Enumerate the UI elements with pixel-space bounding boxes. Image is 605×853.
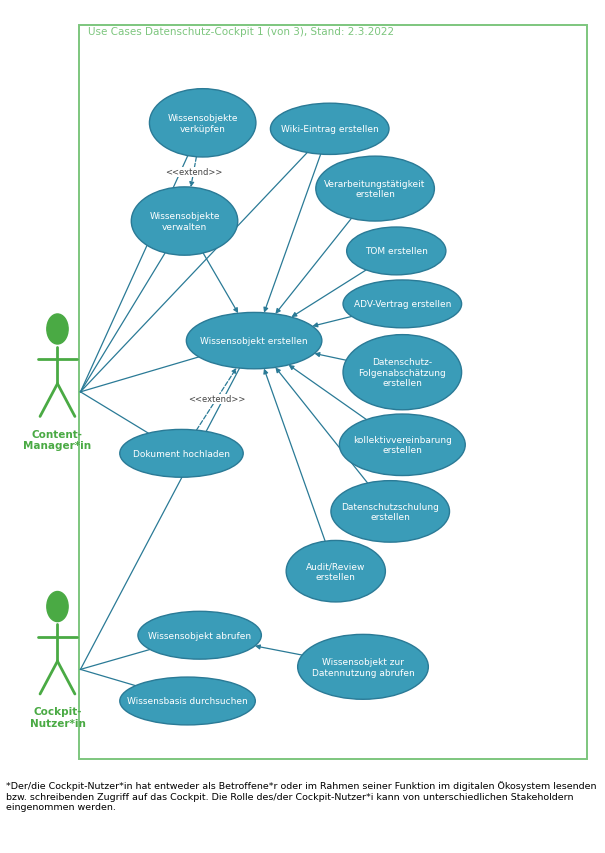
Text: Audit/Review
erstellen: Audit/Review erstellen: [306, 562, 365, 581]
Ellipse shape: [286, 541, 385, 602]
Text: Wissensobjekt erstellen: Wissensobjekt erstellen: [200, 337, 308, 345]
Circle shape: [47, 315, 68, 345]
Ellipse shape: [347, 228, 446, 276]
Ellipse shape: [138, 612, 261, 659]
Text: Use Cases Datenschutz-Cockpit 1 (von 3), Stand: 2.3.2022: Use Cases Datenschutz-Cockpit 1 (von 3),…: [88, 27, 394, 38]
Ellipse shape: [186, 313, 322, 369]
Bar: [79, 26, 587, 759]
Ellipse shape: [149, 90, 256, 158]
Circle shape: [47, 592, 68, 622]
Text: ADV-Vertrag erstellen: ADV-Vertrag erstellen: [354, 300, 451, 309]
Text: Dokument hochladen: Dokument hochladen: [133, 450, 230, 458]
Text: Wissensobjekt zur
Datennutzung abrufen: Wissensobjekt zur Datennutzung abrufen: [312, 658, 414, 676]
Ellipse shape: [343, 281, 462, 328]
Text: kollektivvereinbarung
erstellen: kollektivvereinbarung erstellen: [353, 436, 452, 455]
Text: Wissensobjekte
verküpfen: Wissensobjekte verküpfen: [168, 114, 238, 133]
Ellipse shape: [131, 188, 238, 256]
Text: Wissensobjekte
verwalten: Wissensobjekte verwalten: [149, 212, 220, 231]
Text: Wiki-Eintrag erstellen: Wiki-Eintrag erstellen: [281, 125, 379, 134]
Ellipse shape: [120, 677, 255, 725]
Ellipse shape: [339, 415, 465, 476]
Text: *Der/die Cockpit-Nutzer*in hat entweder als Betroffene*r oder im Rahmen seiner F: *Der/die Cockpit-Nutzer*in hat entweder …: [6, 780, 597, 811]
Ellipse shape: [316, 157, 434, 222]
Text: Cockpit-
Nutzer*in: Cockpit- Nutzer*in: [30, 706, 85, 728]
Text: TOM erstellen: TOM erstellen: [365, 247, 428, 256]
Ellipse shape: [270, 104, 389, 155]
Text: <<extend>>: <<extend>>: [165, 168, 222, 177]
Ellipse shape: [120, 430, 243, 478]
Ellipse shape: [298, 635, 428, 699]
Text: <<extend>>: <<extend>>: [188, 395, 245, 404]
Ellipse shape: [343, 335, 462, 410]
Text: Wissensobjekt abrufen: Wissensobjekt abrufen: [148, 631, 251, 640]
Text: Verarbeitungstätigkeit
erstellen: Verarbeitungstätigkeit erstellen: [324, 180, 426, 199]
Text: Datenschutzschulung
erstellen: Datenschutzschulung erstellen: [341, 502, 439, 521]
Text: Wissensbasis durchsuchen: Wissensbasis durchsuchen: [127, 697, 248, 705]
Text: Content-
Manager*in: Content- Manager*in: [24, 429, 91, 450]
Ellipse shape: [331, 481, 450, 543]
Text: Datenschutz-
Folgenabschätzung
erstellen: Datenschutz- Folgenabschätzung erstellen: [358, 358, 446, 387]
